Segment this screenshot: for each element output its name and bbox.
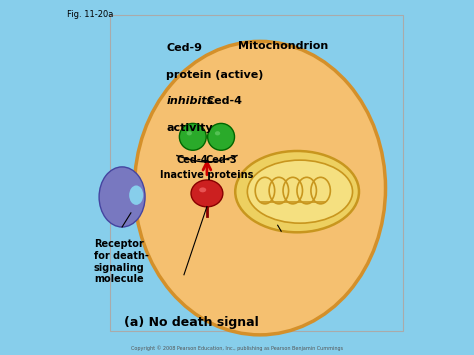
Ellipse shape — [247, 160, 353, 223]
Text: Ced-9: Ced-9 — [166, 43, 202, 53]
Ellipse shape — [135, 42, 385, 335]
Text: activity: activity — [166, 123, 213, 133]
Text: (a) No death signal: (a) No death signal — [124, 316, 259, 329]
Text: Ced-3: Ced-3 — [205, 154, 237, 164]
Ellipse shape — [129, 185, 143, 205]
Text: Ced-4: Ced-4 — [177, 154, 209, 164]
Text: inhibits: inhibits — [166, 96, 214, 106]
Text: Receptor
for death-
signaling
molecule: Receptor for death- signaling molecule — [94, 239, 149, 284]
Text: Ced-4: Ced-4 — [207, 96, 243, 106]
Bar — [109, 15, 403, 331]
Ellipse shape — [235, 151, 359, 232]
Ellipse shape — [99, 167, 145, 227]
Ellipse shape — [199, 187, 206, 192]
Ellipse shape — [215, 131, 220, 135]
Ellipse shape — [208, 124, 235, 150]
Text: Copyright © 2008 Pearson Education, Inc., publishing as Pearson Benjamin Cumming: Copyright © 2008 Pearson Education, Inc.… — [131, 346, 343, 351]
Text: Inactive proteins: Inactive proteins — [160, 170, 254, 180]
Ellipse shape — [179, 124, 206, 150]
Text: Fig. 11-20a: Fig. 11-20a — [67, 10, 114, 18]
Text: protein (active): protein (active) — [166, 70, 264, 80]
Ellipse shape — [187, 131, 192, 135]
Text: Mitochondrion: Mitochondrion — [238, 42, 328, 51]
Ellipse shape — [191, 180, 223, 207]
